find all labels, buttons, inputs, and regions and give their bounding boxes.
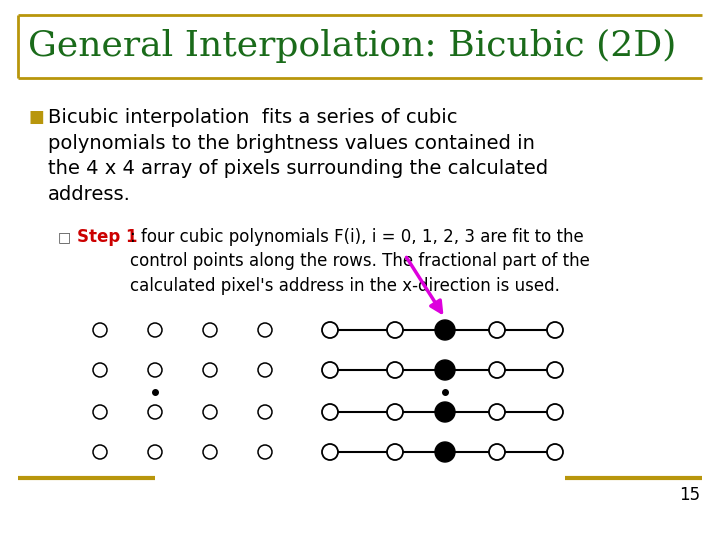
Circle shape	[547, 444, 563, 460]
Circle shape	[489, 362, 505, 378]
Circle shape	[258, 323, 272, 337]
Circle shape	[387, 444, 403, 460]
Circle shape	[148, 445, 162, 459]
Circle shape	[547, 404, 563, 420]
Circle shape	[203, 445, 217, 459]
Circle shape	[258, 445, 272, 459]
Circle shape	[435, 442, 455, 462]
Text: Step 1: Step 1	[77, 228, 138, 246]
Circle shape	[322, 444, 338, 460]
Text: General Interpolation: Bicubic (2D): General Interpolation: Bicubic (2D)	[28, 29, 676, 63]
Text: : four cubic polynomials F(i), i = 0, 1, 2, 3 are fit to the
control points alon: : four cubic polynomials F(i), i = 0, 1,…	[130, 228, 590, 295]
Circle shape	[148, 405, 162, 419]
Circle shape	[203, 323, 217, 337]
Circle shape	[435, 360, 455, 380]
Text: 15: 15	[679, 486, 700, 504]
Text: □: □	[58, 230, 71, 244]
Circle shape	[489, 444, 505, 460]
Circle shape	[148, 363, 162, 377]
Circle shape	[435, 320, 455, 340]
Circle shape	[435, 402, 455, 422]
Circle shape	[93, 363, 107, 377]
Circle shape	[322, 322, 338, 338]
Circle shape	[203, 405, 217, 419]
Circle shape	[387, 404, 403, 420]
Circle shape	[258, 405, 272, 419]
Circle shape	[203, 363, 217, 377]
Circle shape	[93, 445, 107, 459]
Circle shape	[93, 405, 107, 419]
Circle shape	[489, 404, 505, 420]
Circle shape	[148, 323, 162, 337]
Circle shape	[547, 362, 563, 378]
Circle shape	[387, 322, 403, 338]
Circle shape	[322, 362, 338, 378]
Text: Bicubic interpolation  fits a series of cubic
polynomials to the brightness valu: Bicubic interpolation fits a series of c…	[48, 108, 548, 204]
Circle shape	[322, 404, 338, 420]
Circle shape	[547, 322, 563, 338]
Circle shape	[489, 322, 505, 338]
Circle shape	[93, 323, 107, 337]
Circle shape	[258, 363, 272, 377]
Circle shape	[387, 362, 403, 378]
Text: ■: ■	[28, 108, 44, 126]
